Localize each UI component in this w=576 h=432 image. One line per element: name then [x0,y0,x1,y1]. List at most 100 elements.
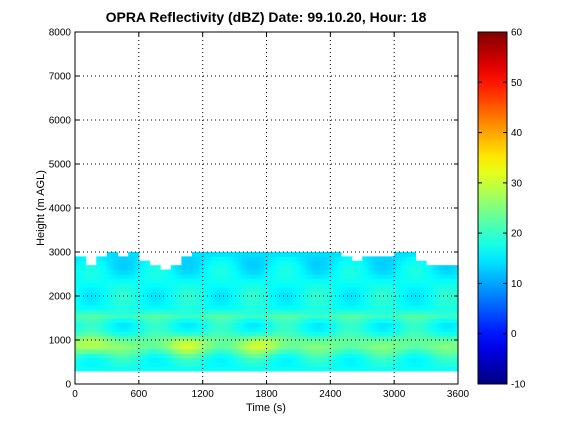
heatmap-cell [300,296,304,301]
heatmap-cell [351,287,355,293]
heatmap-cell [383,265,387,271]
heatmap-cell [215,260,219,266]
heatmap-cell [292,348,295,354]
heatmap-cell [128,313,131,319]
heatmap-cell [355,340,359,345]
heatmap-cell [143,300,146,306]
heatmap-cell [192,348,195,354]
heatmap-cell [238,344,242,350]
heatmap-cell [130,366,134,372]
heatmap-cell [402,313,406,319]
heatmap-cell [83,300,87,306]
heatmap-cell [92,291,95,297]
heatmap-cell [177,340,180,345]
heatmap-cell [117,287,121,293]
heatmap-cell [155,344,159,350]
heatmap-cell [189,335,193,341]
heatmap-cell [306,366,310,372]
heatmap-cell [104,366,108,372]
heatmap-cell [375,318,378,323]
heatmap-cell [406,265,410,271]
heatmap-cell [104,291,108,297]
heatmap-cell [134,313,138,319]
heatmap-cell [349,282,353,288]
heatmap-cell [351,335,355,341]
heatmap-cell [379,353,382,359]
heatmap-cell [134,362,138,367]
heatmap-cell [255,335,259,341]
heatmap-cell [453,366,457,372]
heatmap-cell [130,313,134,319]
heatmap-cell [249,252,253,257]
heatmap-cell [394,291,397,297]
heatmap-cell [402,287,406,293]
heatmap-cell [260,282,263,288]
heatmap-cell [143,322,146,328]
heatmap-cell [272,282,276,288]
heatmap-cell [309,256,312,262]
heatmap-cell [270,265,274,271]
heatmap-cell [270,296,274,301]
heatmap-cell [398,269,402,275]
heatmap-cell [292,274,295,279]
heatmap-cell [394,287,397,293]
heatmap-cell [232,331,236,337]
heatmap-cell [213,318,217,323]
heatmap-cell [204,353,208,359]
heatmap-cell [298,282,302,288]
heatmap-cell [323,274,327,279]
heatmap-cell [317,252,321,257]
heatmap-cell [400,340,404,345]
colorbar-tick-label: -10 [511,380,526,391]
heatmap-cell [230,287,234,293]
heatmap-cell [421,340,425,345]
heatmap-cell [257,331,261,337]
heatmap-cell [260,348,263,354]
heatmap-cell [102,274,106,279]
heatmap-cell [134,274,138,279]
heatmap-cell [164,278,168,284]
heatmap-cell [164,282,168,288]
heatmap-cell [260,252,263,257]
heatmap-cell [238,282,242,288]
heatmap-cell [126,322,129,328]
heatmap-cell [377,291,380,297]
heatmap-cell [270,340,274,345]
heatmap-cell [370,318,374,323]
heatmap-cell [211,322,214,328]
heatmap-cell [379,296,382,301]
heatmap-cell [96,335,100,341]
heatmap-cell [249,326,253,332]
heatmap-cell [202,274,206,279]
heatmap-cell [89,348,93,354]
heatmap-cell [332,309,336,315]
heatmap-cell [228,269,231,275]
heatmap-cell [236,274,240,279]
heatmap-cell [179,296,182,301]
heatmap-cell [277,252,280,257]
heatmap-cell [362,287,365,293]
heatmap-cell [253,296,257,301]
heatmap-cell [326,309,329,315]
heatmap-cell [445,362,448,367]
heatmap-cell [247,331,251,337]
heatmap-cell [255,304,259,310]
heatmap-cell [119,366,123,372]
heatmap-cell [221,309,225,315]
heatmap-cell [394,318,397,323]
heatmap-cell [296,348,300,354]
heatmap-cell [102,309,106,315]
heatmap-cell [262,274,265,279]
heatmap-cell [217,274,221,279]
heatmap-cell [249,282,253,288]
heatmap-cell [94,357,97,363]
heatmap-cell [355,291,359,297]
heatmap-cell [102,304,106,310]
heatmap-cell [243,318,246,323]
heatmap-cell [104,340,108,345]
heatmap-cell [77,340,80,345]
heatmap-cell [396,304,400,310]
heatmap-cell [315,282,319,288]
heatmap-cell [304,296,308,301]
heatmap-cell [353,326,357,332]
